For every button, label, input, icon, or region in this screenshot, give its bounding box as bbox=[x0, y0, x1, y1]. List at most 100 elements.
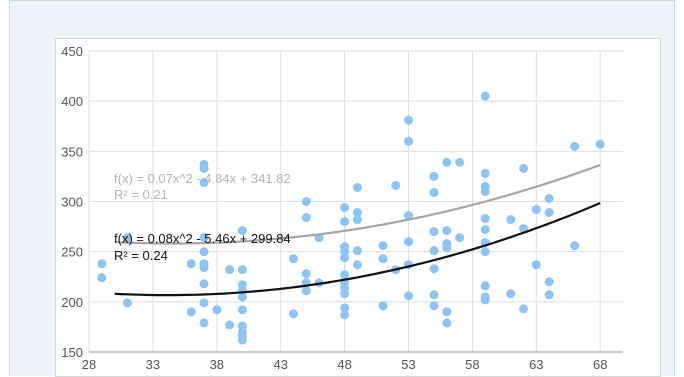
data-point bbox=[404, 237, 414, 247]
data-point bbox=[480, 214, 490, 224]
data-point bbox=[519, 163, 529, 173]
x-tick-label: 63 bbox=[529, 357, 543, 372]
data-point bbox=[455, 233, 465, 243]
data-point bbox=[199, 298, 209, 308]
data-point bbox=[301, 197, 311, 206]
data-point bbox=[506, 215, 516, 225]
data-point bbox=[352, 260, 362, 270]
y-tick-label: 400 bbox=[61, 94, 83, 109]
data-point bbox=[340, 270, 350, 280]
y-tick-label: 150 bbox=[61, 345, 83, 360]
data-point bbox=[340, 310, 350, 320]
x-axis-ticks: 28 33 38 43 48 53 58 63 68 bbox=[82, 357, 608, 372]
data-point bbox=[352, 182, 362, 192]
data-point bbox=[442, 226, 452, 236]
data-point bbox=[429, 264, 439, 274]
data-point bbox=[480, 168, 490, 178]
trendlines bbox=[114, 163, 601, 297]
data-point bbox=[544, 290, 554, 300]
x-tick-label: 33 bbox=[146, 357, 160, 372]
data-point bbox=[404, 115, 414, 125]
y-tick-label: 450 bbox=[61, 44, 83, 59]
data-point bbox=[544, 193, 554, 203]
trendline-equation-black: f(x) = 0.08x^2 - 5.46x + 299.84 bbox=[114, 231, 291, 246]
data-point bbox=[480, 295, 490, 305]
data-point bbox=[97, 259, 107, 269]
data-point bbox=[404, 211, 414, 221]
data-point bbox=[378, 241, 388, 251]
trendline-r2-black: R² = 0.24 bbox=[114, 248, 168, 263]
data-point bbox=[404, 291, 414, 301]
x-tick-label: 53 bbox=[401, 357, 415, 372]
data-point bbox=[429, 246, 439, 256]
data-point bbox=[340, 253, 350, 263]
trendline-equation-gray: f(x) = 0.07x^2 - 4.84x + 341.82 bbox=[114, 171, 291, 186]
data-point bbox=[340, 303, 350, 313]
data-point bbox=[391, 180, 401, 190]
data-point bbox=[480, 225, 490, 235]
data-point bbox=[442, 318, 452, 328]
data-point bbox=[519, 304, 529, 314]
data-point bbox=[429, 301, 439, 311]
x-tick-label: 68 bbox=[593, 357, 607, 372]
chart-panel bbox=[55, 38, 661, 377]
trendline-gray bbox=[114, 163, 601, 245]
data-point bbox=[288, 309, 298, 319]
y-axis-ticks: 150 200 250 300 350 400 450 bbox=[61, 44, 83, 360]
data-point bbox=[595, 139, 605, 149]
data-point bbox=[378, 254, 388, 264]
data-point bbox=[340, 289, 350, 299]
trendline-black bbox=[114, 201, 601, 297]
data-point bbox=[212, 305, 222, 315]
data-point bbox=[442, 243, 452, 253]
data-point bbox=[237, 265, 247, 275]
data-point bbox=[378, 301, 388, 311]
data-points bbox=[97, 91, 605, 345]
y-tick-label: 200 bbox=[61, 295, 83, 310]
data-point bbox=[480, 91, 490, 101]
data-point bbox=[301, 213, 311, 223]
data-point bbox=[225, 265, 235, 275]
data-point bbox=[570, 141, 580, 151]
x-tick-label: 48 bbox=[337, 357, 351, 372]
data-point bbox=[352, 208, 362, 218]
data-point bbox=[199, 163, 209, 173]
data-point bbox=[404, 136, 414, 146]
data-point bbox=[199, 279, 209, 289]
y-tick-label: 300 bbox=[61, 195, 83, 210]
data-point bbox=[544, 277, 554, 287]
data-point bbox=[237, 305, 247, 315]
y-tick-label: 350 bbox=[61, 144, 83, 159]
data-point bbox=[186, 259, 196, 269]
data-point bbox=[237, 226, 247, 236]
data-point bbox=[442, 157, 452, 167]
data-point bbox=[122, 298, 132, 308]
data-point bbox=[237, 292, 247, 302]
x-tick-label: 43 bbox=[273, 357, 287, 372]
x-tick-label: 38 bbox=[210, 357, 224, 372]
trendline-labels: f(x) = 0.07x^2 - 4.84x + 341.82 R² = 0.2… bbox=[114, 171, 291, 263]
data-point bbox=[429, 290, 439, 300]
data-point bbox=[480, 186, 490, 196]
data-point bbox=[480, 281, 490, 291]
x-tick-label: 58 bbox=[465, 357, 479, 372]
data-point bbox=[199, 247, 209, 257]
data-point bbox=[237, 335, 247, 345]
data-point bbox=[531, 260, 541, 270]
grid bbox=[88, 50, 623, 353]
data-point bbox=[570, 241, 580, 251]
x-tick-label: 28 bbox=[82, 357, 96, 372]
data-point bbox=[199, 263, 209, 273]
data-point bbox=[122, 233, 132, 243]
data-point bbox=[225, 320, 235, 330]
data-point bbox=[199, 233, 209, 243]
data-point bbox=[199, 318, 209, 328]
data-point bbox=[480, 247, 490, 257]
data-point bbox=[199, 177, 209, 187]
data-point bbox=[301, 269, 311, 279]
data-point bbox=[340, 203, 350, 213]
trendline-r2-gray: R² = 0.21 bbox=[114, 187, 168, 202]
data-point bbox=[455, 157, 465, 167]
data-point bbox=[506, 289, 516, 299]
